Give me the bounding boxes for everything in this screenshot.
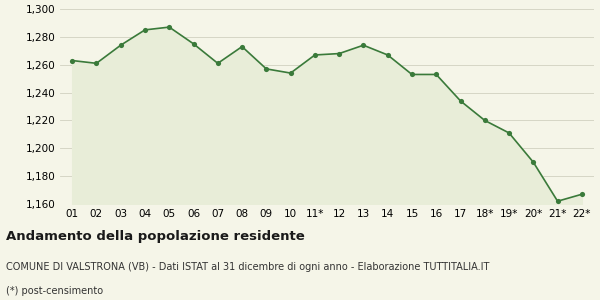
Text: (*) post-censimento: (*) post-censimento [6, 286, 103, 296]
Point [262, 67, 271, 71]
Point [140, 28, 150, 32]
Text: Andamento della popolazione residente: Andamento della popolazione residente [6, 230, 305, 243]
Point [407, 72, 417, 77]
Point [164, 25, 174, 29]
Point [529, 160, 538, 165]
Point [116, 43, 125, 48]
Point [237, 44, 247, 49]
Text: COMUNE DI VALSTRONA (VB) - Dati ISTAT al 31 dicembre di ogni anno - Elaborazione: COMUNE DI VALSTRONA (VB) - Dati ISTAT al… [6, 262, 490, 272]
Point [431, 72, 441, 77]
Point [553, 199, 562, 204]
Point [456, 98, 466, 103]
Point [577, 192, 587, 197]
Point [504, 130, 514, 135]
Point [334, 51, 344, 56]
Point [67, 58, 77, 63]
Point [480, 118, 490, 123]
Point [92, 61, 101, 66]
Point [188, 41, 198, 46]
Point [383, 52, 392, 57]
Point [310, 52, 320, 57]
Point [213, 61, 223, 66]
Point [359, 43, 368, 48]
Point [286, 71, 295, 76]
